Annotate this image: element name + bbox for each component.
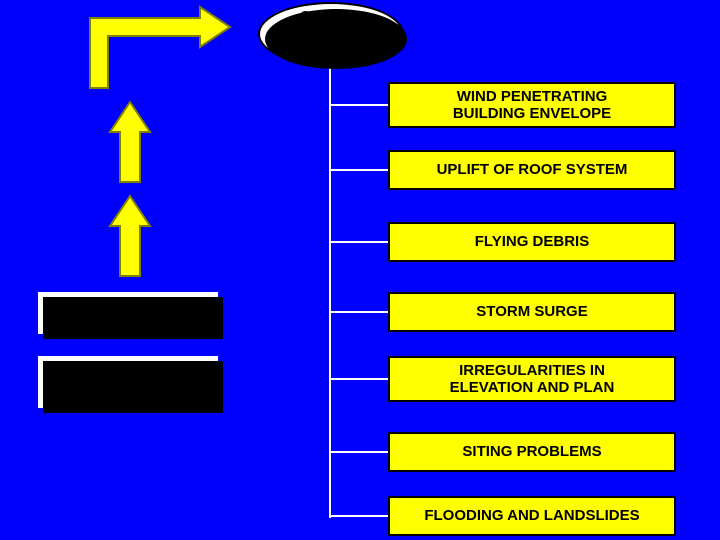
cause-label: WIND PENETRATINGBUILDING ENVELOPE [453, 88, 611, 123]
disaster-laboratories-label: “DISASTERLABORATORIES” [65, 365, 191, 400]
cause-surge: STORM SURGE [388, 292, 676, 332]
cause-siting: SITING PROBLEMS [388, 432, 676, 472]
cause-label: SITING PROBLEMS [462, 443, 601, 460]
causes-of-damage-title: CAUSESOFDAMAGE [258, 2, 404, 66]
cause-uplift: UPLIFT OF ROOF SYSTEM [388, 150, 676, 190]
title-label: CAUSESOFDAMAGE [298, 8, 365, 60]
cause-irregularities: IRREGULARITIES INELEVATION AND PLAN [388, 356, 676, 402]
cause-wind: WIND PENETRATINGBUILDING ENVELOPE [388, 82, 676, 128]
cause-flooding: FLOODING AND LANDSLIDES [388, 496, 676, 536]
cause-label: FLYING DEBRIS [475, 233, 589, 250]
cause-label: FLOODING AND LANDSLIDES [424, 507, 639, 524]
cause-label: UPLIFT OF ROOF SYSTEM [437, 161, 628, 178]
cause-debris: FLYING DEBRIS [388, 222, 676, 262]
cause-label: STORM SURGE [476, 303, 587, 320]
disaster-laboratories-box: “DISASTERLABORATORIES” [38, 356, 218, 408]
cause-label: IRREGULARITIES INELEVATION AND PLAN [450, 362, 615, 397]
typhoons-box: TYPHOONS [38, 292, 218, 334]
typhoons-label: TYPHOONS [86, 304, 170, 321]
